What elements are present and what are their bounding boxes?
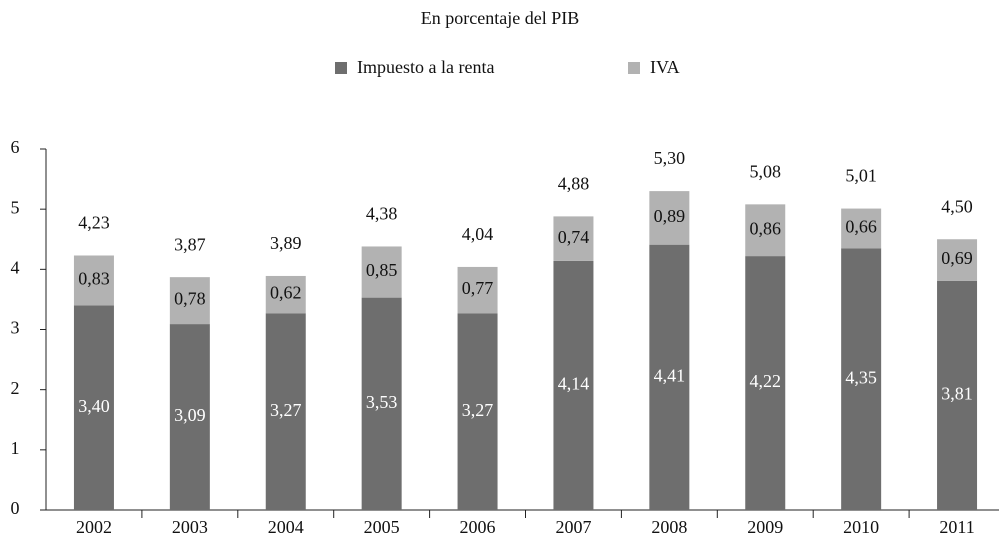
data-label: 0,66	[845, 217, 877, 237]
legend-label: Impuesto a la renta	[357, 57, 494, 77]
data-label: 0,62	[270, 283, 302, 303]
data-label: 3,27	[270, 400, 302, 420]
total-label: 5,30	[654, 148, 686, 168]
bar-segment	[169, 324, 210, 510]
x-tick-label: 2011	[939, 517, 974, 537]
x-tick-label: 2010	[843, 517, 879, 537]
total-label: 4,04	[462, 224, 494, 244]
x-tick-label: 2005	[364, 517, 400, 537]
data-label: 3,40	[78, 396, 110, 416]
y-tick-label: 6	[11, 137, 20, 157]
data-label: 4,41	[654, 365, 686, 385]
bar-segment	[841, 208, 882, 249]
x-tick-label: 2009	[747, 517, 783, 537]
data-label: 4,22	[750, 371, 782, 391]
data-label: 0,77	[462, 278, 494, 298]
bar-segment	[361, 246, 402, 298]
data-label: 3,09	[174, 405, 206, 425]
data-label: 0,83	[78, 269, 110, 289]
y-tick-label: 4	[11, 257, 20, 277]
bar-segment	[649, 191, 690, 245]
bar-segment	[169, 277, 210, 325]
bar-segment	[553, 260, 594, 510]
total-label: 5,08	[750, 161, 782, 181]
y-tick-label: 1	[11, 438, 20, 458]
chart-title: En porcentaje del PIB	[421, 8, 579, 28]
total-label: 4,50	[941, 196, 973, 216]
x-tick-label: 2004	[268, 517, 304, 537]
x-tick-label: 2008	[651, 517, 687, 537]
data-label: 0,89	[654, 206, 686, 226]
x-tick-label: 2002	[76, 517, 112, 537]
bar-segment	[457, 313, 498, 510]
y-tick-label: 3	[11, 318, 20, 338]
x-tick-label: 2007	[555, 517, 591, 537]
y-tick-label: 5	[11, 197, 20, 217]
bar-segment	[937, 239, 978, 281]
y-tick-label: 2	[11, 378, 20, 398]
data-label: 3,81	[941, 384, 973, 404]
data-label: 0,86	[750, 218, 782, 238]
total-label: 4,23	[78, 213, 110, 233]
bar-segment	[841, 248, 882, 510]
bar-segment	[73, 305, 114, 510]
data-label: 0,69	[941, 248, 973, 268]
bar-segment	[937, 280, 978, 510]
y-tick-label: 0	[11, 498, 20, 518]
bar-segment	[265, 275, 306, 314]
total-label: 3,87	[174, 234, 206, 254]
data-label: 3,53	[366, 392, 398, 412]
x-tick-label: 2006	[460, 517, 496, 537]
bar-segment	[745, 204, 786, 257]
data-label: 0,74	[558, 227, 590, 247]
total-label: 4,88	[558, 174, 590, 194]
legend-label: IVA	[650, 57, 680, 77]
bar-segment	[745, 256, 786, 510]
total-label: 3,89	[270, 233, 302, 253]
bar-segment	[553, 216, 594, 261]
data-label: 0,85	[366, 260, 398, 280]
data-label: 4,35	[845, 367, 877, 387]
total-label: 5,01	[845, 166, 877, 186]
bar-segment	[361, 297, 402, 510]
data-label: 0,78	[174, 289, 206, 309]
legend-swatch	[335, 62, 347, 74]
data-label: 3,27	[462, 400, 494, 420]
bar-segment	[649, 244, 690, 511]
legend-swatch	[628, 62, 640, 74]
data-label: 4,14	[558, 374, 590, 394]
bar-segment	[73, 255, 114, 306]
bar-segment	[265, 313, 306, 510]
total-label: 4,38	[366, 204, 398, 224]
bar-segment	[457, 266, 498, 314]
x-tick-label: 2003	[172, 517, 208, 537]
